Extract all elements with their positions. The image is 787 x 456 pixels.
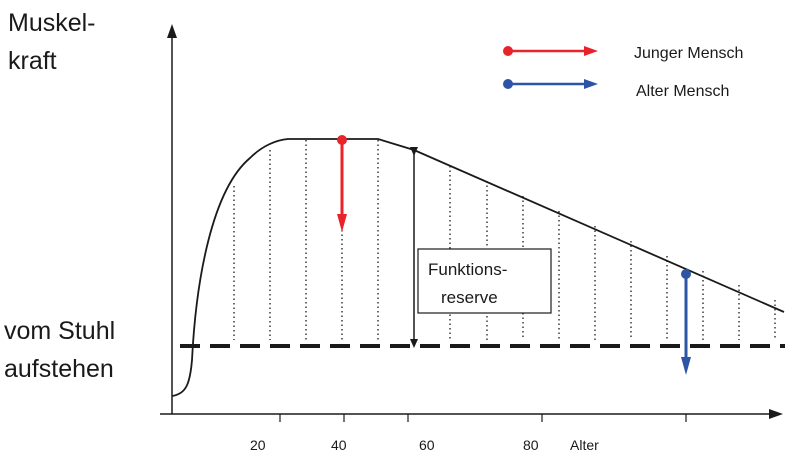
old-person-dot <box>681 269 691 279</box>
legend-young-dot <box>503 46 513 56</box>
x-tick-label: 60 <box>419 437 435 453</box>
legend-old-label: Alter Mensch <box>636 83 729 100</box>
legend-old-arrowhead <box>584 79 598 89</box>
x-axis-label: Alter <box>570 437 599 453</box>
threshold-label-line1: vom Stuhl <box>4 317 115 345</box>
old-person-arrowhead <box>681 357 691 375</box>
old-person-marker <box>681 269 691 375</box>
young-person-dot <box>337 135 347 145</box>
young-person-arrowhead <box>337 214 347 232</box>
x-axis-arrowhead <box>769 409 783 419</box>
reserve-hatching <box>233 140 776 340</box>
x-tick-label: 40 <box>331 437 347 453</box>
threshold-label-line2: aufstehen <box>4 355 114 383</box>
legend-item-young: Junger Mensch <box>503 45 743 62</box>
legend: Junger Mensch Alter Mensch <box>503 45 743 100</box>
y-axis-label-line1: Muskel- <box>8 9 96 37</box>
y-axis-arrowhead <box>167 24 177 38</box>
legend-young-arrowhead <box>584 46 598 56</box>
legend-item-old: Alter Mensch <box>503 79 729 100</box>
y-axis-label-line2: kraft <box>8 47 57 75</box>
reserve-annotation-box <box>417 248 552 314</box>
legend-young-label: Junger Mensch <box>634 45 743 62</box>
x-tick-marks <box>279 414 687 422</box>
x-tick-label: 20 <box>250 437 266 453</box>
legend-old-dot <box>503 79 513 89</box>
muscle-strength-curve <box>171 138 785 397</box>
reserve-annotation-line2: reserve <box>441 288 498 307</box>
young-person-marker <box>337 135 347 232</box>
x-tick-label: 80 <box>523 437 539 453</box>
reserve-annotation-line1: Funktions- <box>428 260 507 279</box>
